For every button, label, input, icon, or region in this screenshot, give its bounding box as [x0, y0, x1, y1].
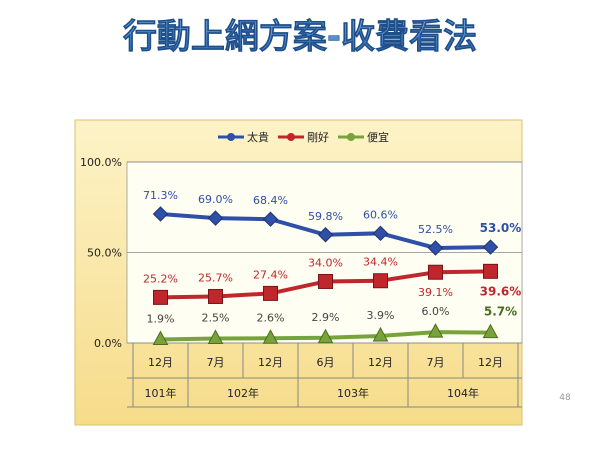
marker — [428, 264, 443, 280]
marker — [427, 240, 444, 256]
marker — [373, 273, 388, 289]
marker — [317, 227, 334, 243]
x-tick-label: 12月 — [478, 356, 503, 369]
data-label: 52.5% — [418, 223, 453, 236]
marker — [372, 225, 389, 242]
x-tick-label: 7月 — [427, 356, 445, 369]
year-label: 102年 — [227, 386, 259, 400]
marker — [482, 323, 499, 339]
data-label: 53.0% — [480, 221, 522, 235]
marker — [152, 206, 169, 222]
data-label: 6.0% — [422, 305, 450, 318]
data-label: 2.9% — [312, 311, 340, 324]
data-label: 68.4% — [253, 194, 288, 207]
data-label: 59.8% — [308, 210, 343, 223]
data-label: 1.9% — [147, 313, 175, 326]
data-label: 3.9% — [367, 309, 395, 322]
data-label: 34.4% — [363, 256, 398, 269]
data-label: 25.2% — [143, 272, 178, 285]
legend-marker — [347, 133, 355, 141]
x-tick-label: 7月 — [207, 356, 225, 369]
y-tick-label: 0.0% — [94, 337, 122, 350]
marker — [208, 288, 223, 304]
legend-label: 便宜 — [367, 130, 389, 144]
marker — [207, 210, 224, 226]
data-label: 71.3% — [143, 189, 178, 202]
data-label: 60.6% — [363, 208, 398, 221]
data-label: 69.0% — [198, 193, 233, 206]
year-label: 101年 — [145, 386, 177, 400]
data-label: 2.5% — [202, 311, 230, 324]
y-tick-label: 100.0% — [80, 156, 122, 169]
data-label: 5.7% — [484, 305, 517, 319]
data-label: 39.1% — [418, 286, 453, 299]
page-number: 48 — [559, 393, 571, 403]
marker — [372, 326, 389, 342]
data-label: 25.7% — [198, 271, 233, 284]
year-label: 103年 — [337, 386, 369, 400]
y-tick-label: 50.0% — [87, 247, 122, 260]
marker — [318, 273, 333, 289]
data-label: 2.6% — [257, 311, 285, 324]
legend-label: 太貴 — [247, 130, 269, 144]
x-tick-label: 12月 — [258, 356, 283, 369]
marker — [317, 328, 334, 344]
data-label: 39.6% — [480, 284, 522, 298]
marker — [152, 330, 169, 346]
marker — [153, 289, 168, 305]
x-tick-label: 12月 — [368, 356, 393, 369]
data-label: 34.0% — [308, 256, 343, 269]
legend-marker — [227, 133, 235, 141]
marker — [427, 323, 444, 338]
legend-label: 剛好 — [307, 130, 329, 144]
x-tick-label: 12月 — [148, 356, 173, 369]
marker — [482, 239, 499, 255]
legend-marker — [287, 133, 295, 141]
slide-title: 行動上網方案-收費看法 — [123, 17, 477, 57]
x-tick-label: 6月 — [317, 356, 335, 369]
marker — [263, 285, 278, 301]
data-label: 27.4% — [253, 268, 288, 281]
year-label: 104年 — [447, 386, 479, 400]
marker — [483, 263, 498, 279]
marker — [262, 211, 279, 227]
marker — [207, 329, 224, 344]
marker — [262, 329, 279, 344]
